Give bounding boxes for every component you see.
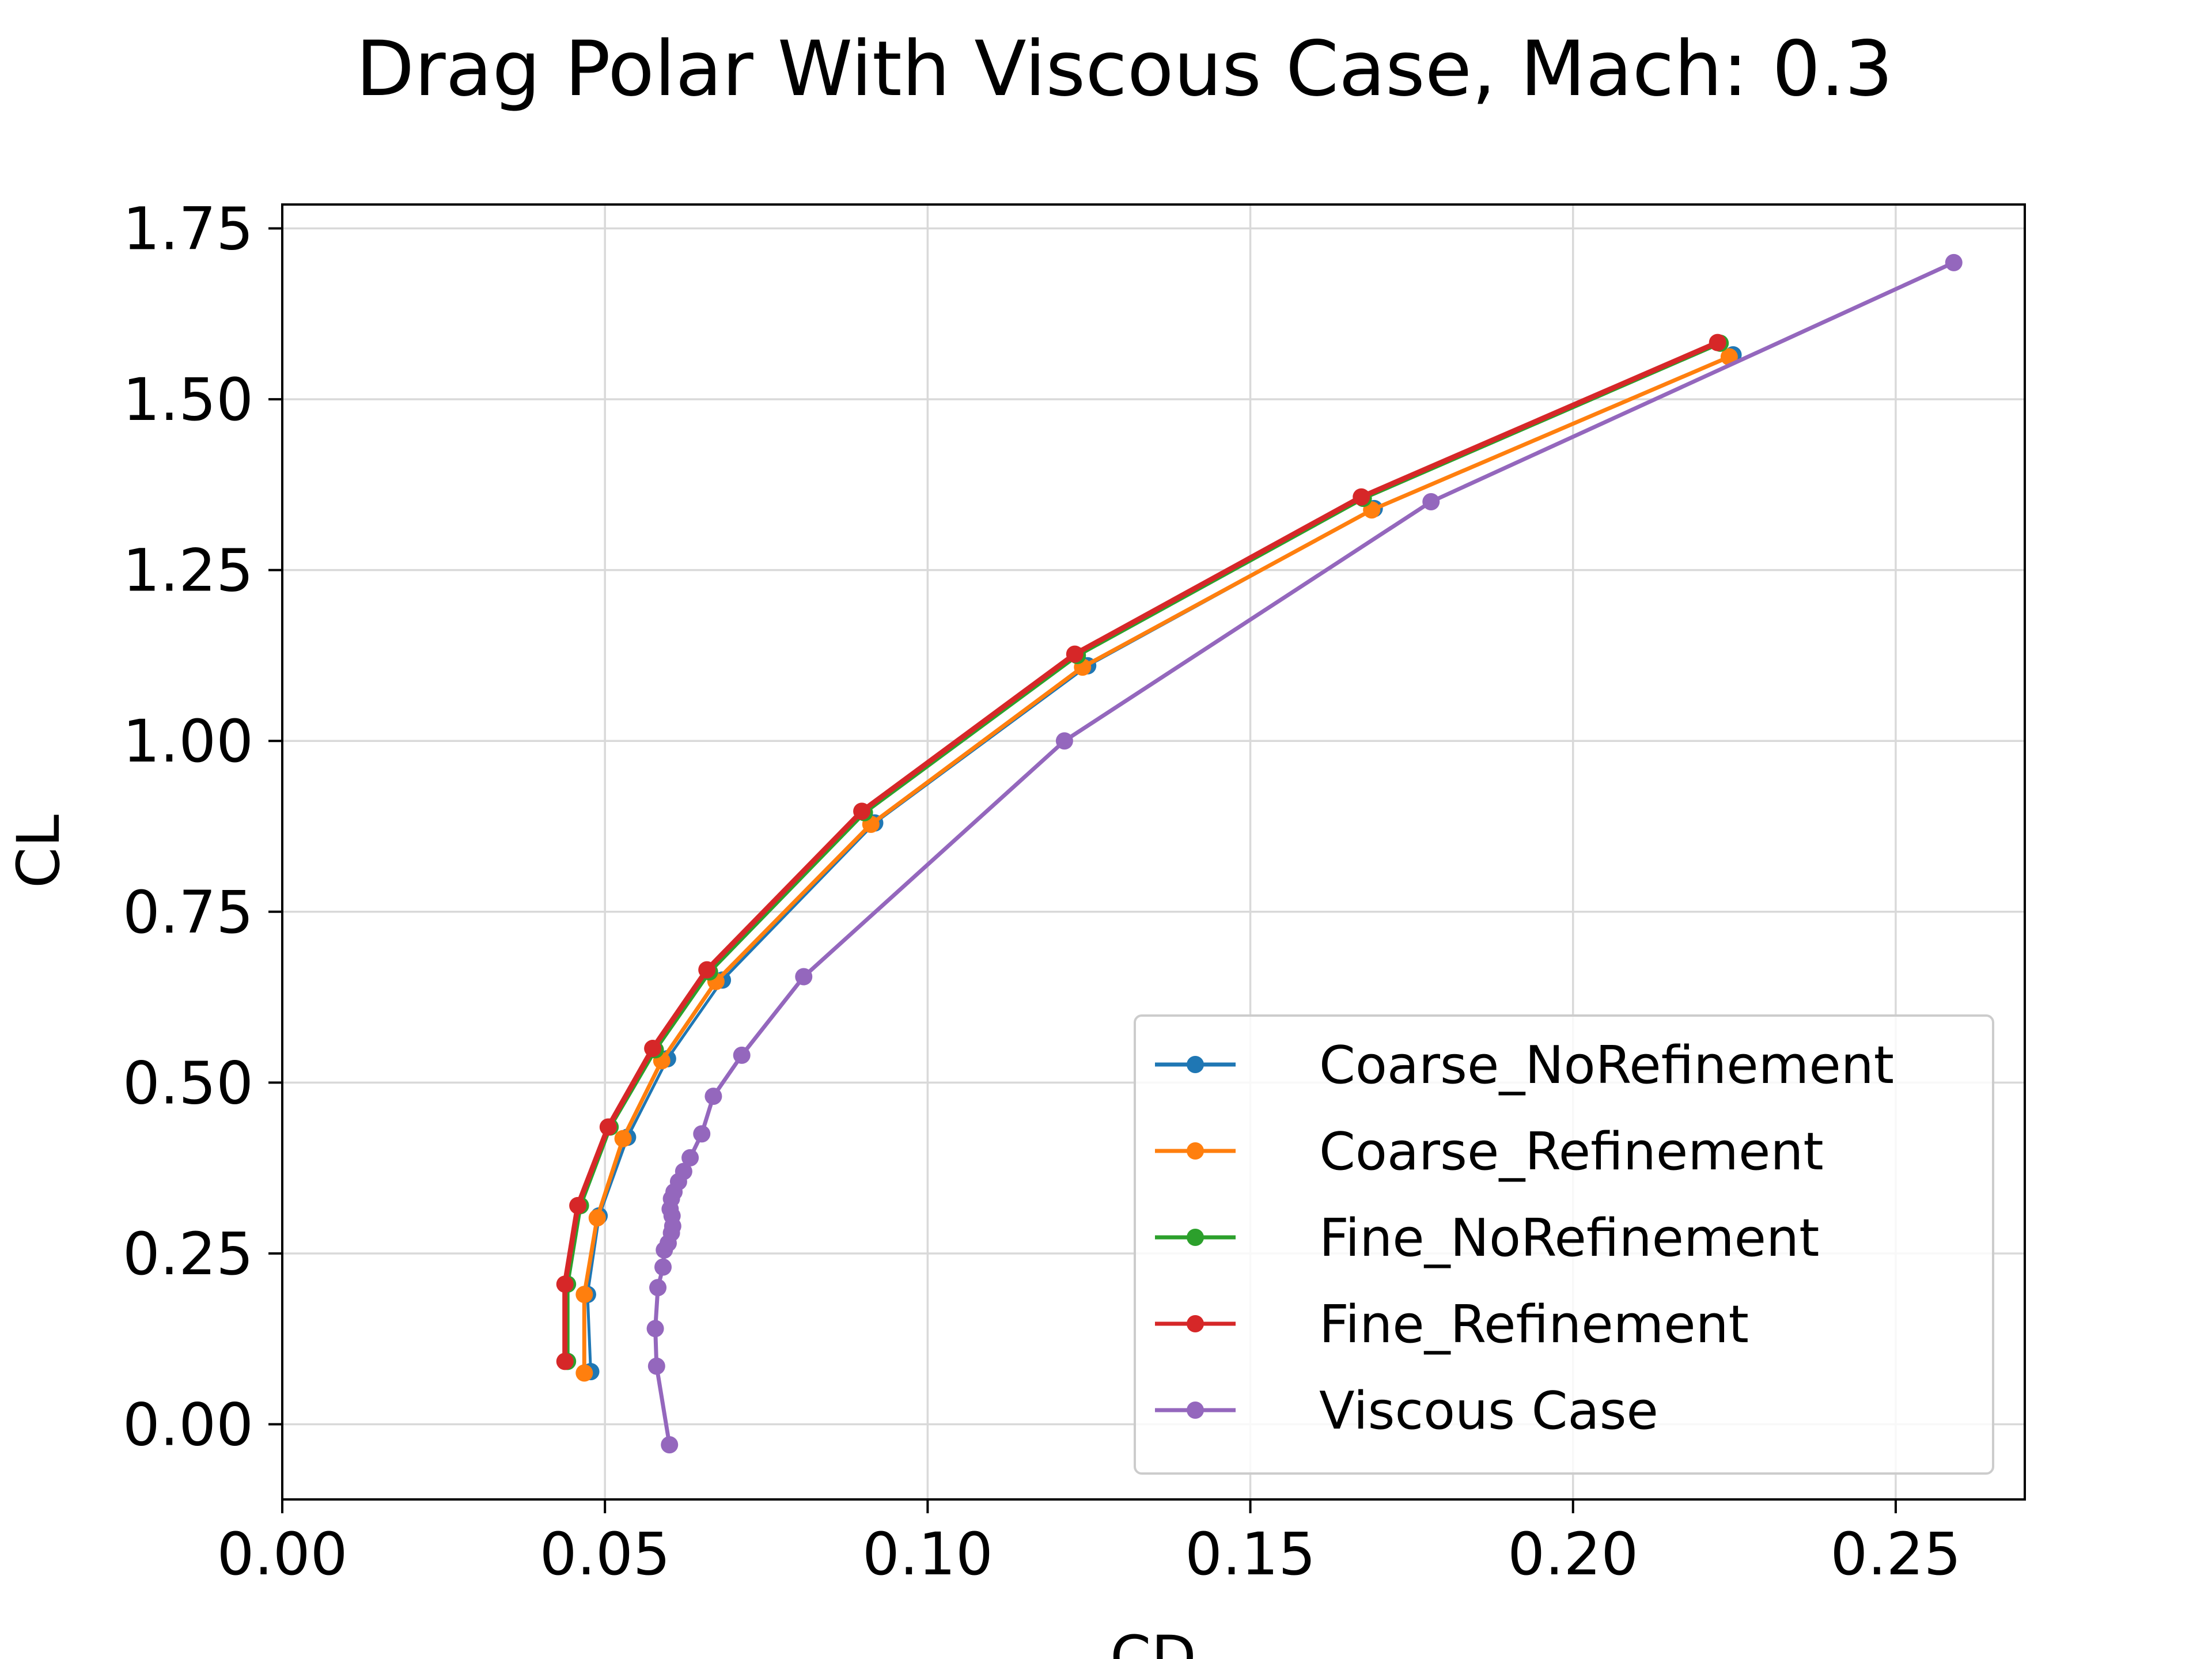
- chart-title: Drag Polar With Viscous Case, Mach: 0.3: [356, 25, 1893, 113]
- legend-swatch-marker: [1187, 1402, 1204, 1419]
- data-point-viscous-case: [733, 1046, 751, 1064]
- legend-entry-fine-refinement: Fine_Refinement: [1155, 1294, 1749, 1355]
- legend-label: Fine_Refinement: [1319, 1294, 1749, 1355]
- legend-entry-viscous-case: Viscous Case: [1155, 1381, 1658, 1441]
- legend-entry-coarse-norefinement: Coarse_NoRefinement: [1155, 1035, 1894, 1096]
- legend-label: Coarse_Refinement: [1319, 1122, 1824, 1182]
- y-tick-label: 1.50: [123, 366, 253, 434]
- series-line-fine-refinement: [562, 340, 1721, 1364]
- legend-label: Viscous Case: [1319, 1381, 1658, 1441]
- data-point-viscous-case: [675, 1162, 692, 1180]
- axis-ticks: 0.00 0.05 0.10 0.15 0.20 0.25 0.00 0.25 0.50 0.75…: [123, 195, 1961, 1589]
- data-point-viscous-case: [649, 1279, 667, 1297]
- data-point-fine-refinement: [569, 1196, 587, 1214]
- data-point-viscous-case: [647, 1357, 665, 1375]
- data-point-viscous-case: [681, 1149, 699, 1166]
- data-point-fine-refinement: [556, 1353, 574, 1370]
- data-point-fine-refinement: [1353, 488, 1370, 506]
- y-tick-label: 1.00: [123, 707, 253, 776]
- x-tick-label: 0.20: [1508, 1520, 1638, 1589]
- data-point-viscous-case: [795, 968, 813, 986]
- legend-swatch-marker: [1187, 1229, 1204, 1246]
- series-fine-refinement: [556, 334, 1726, 1370]
- x-tick-label: 0.15: [1185, 1520, 1316, 1589]
- data-point-viscous-case: [646, 1320, 664, 1338]
- data-point-viscous-case: [1055, 732, 1073, 750]
- plot-series: [556, 253, 1963, 1454]
- series-line-coarse-refinement: [582, 355, 1732, 1375]
- data-point-coarse-refinement: [588, 1209, 606, 1227]
- data-point-fine-refinement: [698, 961, 716, 979]
- y-tick-label: 0.50: [123, 1049, 253, 1118]
- plot-area-frame: [281, 203, 2026, 1501]
- legend: Coarse_NoRefinement Coarse_Refinement Fine…: [1134, 1014, 1994, 1475]
- data-point-fine-refinement: [644, 1040, 662, 1058]
- x-tick-label: 0.25: [1830, 1520, 1961, 1589]
- data-point-fine-refinement: [1709, 334, 1726, 351]
- data-point-viscous-case: [661, 1436, 679, 1454]
- x-tick-label: 0.05: [540, 1520, 671, 1589]
- y-tick-label: 1.25: [123, 537, 253, 605]
- data-point-fine-refinement: [1066, 645, 1084, 663]
- data-point-fine-refinement: [853, 802, 871, 820]
- legend-entry-fine-norefinement: Fine_NoRefinement: [1155, 1208, 1819, 1268]
- legend-swatch-marker: [1187, 1142, 1204, 1160]
- legend-box: [1134, 1014, 1994, 1475]
- data-point-viscous-case: [1945, 253, 1963, 271]
- series-viscous-case: [646, 253, 1963, 1454]
- data-point-coarse-refinement: [614, 1130, 632, 1147]
- y-tick-label: 0.75: [123, 878, 253, 947]
- data-point-viscous-case: [693, 1125, 711, 1143]
- data-point-fine-refinement: [556, 1275, 574, 1293]
- data-point-coarse-refinement: [575, 1286, 593, 1304]
- y-tick-label: 0.25: [123, 1220, 253, 1289]
- legend-label: Coarse_NoRefinement: [1319, 1035, 1894, 1096]
- data-point-viscous-case: [704, 1088, 722, 1105]
- x-axis-label: CD: [1110, 1623, 1196, 1659]
- grid: [281, 204, 2025, 1499]
- data-point-viscous-case: [654, 1258, 672, 1276]
- legend-swatch-marker: [1187, 1056, 1204, 1073]
- data-point-coarse-refinement: [575, 1364, 593, 1382]
- legend-swatch-marker: [1187, 1315, 1204, 1332]
- legend-label: Fine_NoRefinement: [1319, 1208, 1819, 1268]
- y-axis-label: CL: [5, 815, 73, 888]
- y-tick-label: 1.75: [123, 195, 253, 264]
- x-tick-label: 0.00: [217, 1520, 347, 1589]
- data-point-fine-refinement: [599, 1118, 617, 1136]
- x-tick-label: 0.10: [862, 1520, 993, 1589]
- y-tick-label: 0.00: [123, 1391, 253, 1460]
- legend-entry-coarse-refinement: Coarse_Refinement: [1155, 1122, 1824, 1182]
- data-point-viscous-case: [1422, 493, 1440, 511]
